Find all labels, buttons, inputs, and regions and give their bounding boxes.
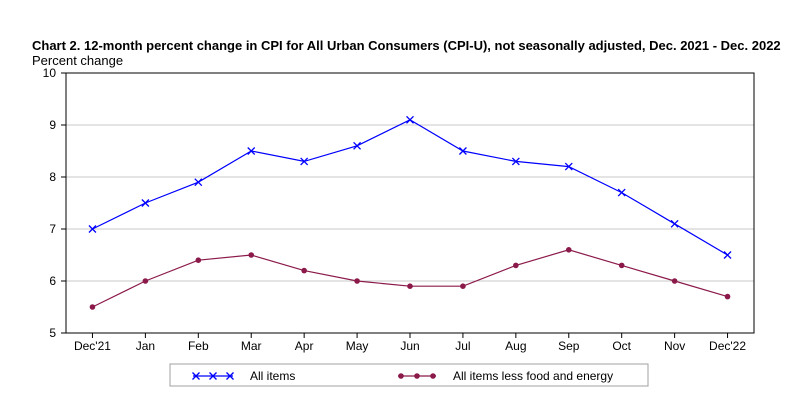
series-line bbox=[92, 249, 728, 308]
legend: All items All items less food and energy bbox=[169, 363, 649, 387]
chart-title: Chart 2. 12-month percent change in CPI … bbox=[32, 38, 781, 53]
x-tick-label: Sep bbox=[558, 339, 580, 353]
data-point bbox=[141, 199, 150, 207]
x-tick-label: Dec'21 bbox=[74, 339, 111, 353]
x-tick-label: Aug bbox=[505, 339, 526, 353]
data-point bbox=[301, 267, 307, 274]
y-tick-label: 6 bbox=[49, 274, 56, 288]
y-tick-label: 5 bbox=[49, 326, 56, 340]
marker-stroke bbox=[723, 251, 732, 259]
data-point bbox=[406, 115, 414, 124]
gridlines bbox=[66, 124, 754, 282]
x-tick-label: Jul bbox=[455, 339, 470, 353]
legend-box bbox=[169, 363, 649, 387]
data-point bbox=[248, 252, 255, 258]
marker-stroke bbox=[564, 162, 573, 171]
x-tick-label: Oct bbox=[612, 339, 631, 353]
marker-stroke bbox=[353, 141, 362, 150]
marker-stroke bbox=[192, 372, 200, 380]
series-core bbox=[89, 247, 731, 310]
data-point bbox=[723, 251, 732, 259]
y-tick-label: 8 bbox=[49, 170, 56, 184]
legend-marker bbox=[226, 372, 234, 380]
marker-stroke bbox=[226, 372, 234, 380]
legend-item-core: All items less food and energy bbox=[398, 369, 613, 383]
legend-label: All items bbox=[250, 369, 295, 383]
x-axis-ticks: Dec'21 Jan Feb Mar Apr May Jun Jul Aug Sep Oct Nov D… bbox=[74, 333, 746, 353]
marker-stroke bbox=[511, 157, 520, 166]
marker-stroke bbox=[194, 178, 203, 187]
data-point bbox=[458, 147, 467, 155]
marker-stroke bbox=[458, 147, 467, 155]
x-tick-label: May bbox=[346, 339, 369, 353]
data-point bbox=[564, 162, 573, 171]
data-point bbox=[618, 262, 625, 269]
marker-stroke bbox=[300, 157, 309, 166]
y-tick-label: 9 bbox=[49, 118, 56, 132]
y-tick-label: 10 bbox=[43, 66, 57, 80]
legend-marker bbox=[414, 373, 420, 379]
data-point bbox=[617, 188, 626, 197]
plot-frame bbox=[65, 72, 755, 334]
legend-marker bbox=[192, 372, 200, 380]
marker-stroke bbox=[88, 225, 97, 233]
data-point bbox=[194, 178, 203, 187]
data-point bbox=[407, 283, 413, 290]
x-tick-label: Feb bbox=[188, 339, 209, 353]
legend-marker bbox=[398, 373, 404, 379]
marker-stroke bbox=[247, 147, 256, 155]
x-tick-label: Dec'22 bbox=[709, 339, 746, 353]
legend-label: All items less food and energy bbox=[453, 369, 613, 383]
data-point bbox=[460, 283, 466, 290]
data-point bbox=[511, 157, 520, 166]
marker-stroke bbox=[209, 372, 217, 380]
data-point bbox=[88, 225, 97, 233]
legend-marker bbox=[209, 372, 217, 380]
x-tick-label: Jun bbox=[400, 339, 419, 353]
data-point bbox=[354, 278, 360, 284]
x-tick-label: Apr bbox=[295, 339, 314, 353]
legend-item-all-items: All items bbox=[192, 369, 295, 383]
marker-stroke bbox=[670, 219, 679, 228]
x-tick-label: Jan bbox=[136, 339, 155, 353]
series-group bbox=[88, 115, 732, 310]
data-point bbox=[670, 219, 679, 228]
data-point bbox=[353, 141, 362, 150]
marker-stroke bbox=[617, 188, 626, 197]
data-point bbox=[513, 262, 519, 269]
marker-stroke bbox=[141, 199, 150, 207]
x-tick-label: Nov bbox=[664, 339, 685, 353]
data-point bbox=[89, 304, 96, 310]
y-axis-ticks: 5 6 7 8 9 10 bbox=[43, 66, 66, 340]
y-axis-label: Percent change bbox=[32, 53, 124, 68]
data-point bbox=[671, 278, 678, 284]
marker-stroke bbox=[406, 115, 414, 124]
x-tick-label: Mar bbox=[241, 339, 262, 353]
series-line bbox=[92, 119, 728, 256]
legend-marker bbox=[430, 373, 436, 379]
data-point bbox=[724, 293, 731, 300]
series-all-items bbox=[88, 115, 732, 259]
data-point bbox=[142, 278, 149, 284]
data-point bbox=[300, 157, 309, 166]
data-point bbox=[247, 147, 256, 155]
data-point bbox=[565, 247, 572, 253]
data-point bbox=[195, 257, 202, 264]
y-tick-label: 7 bbox=[49, 222, 56, 236]
